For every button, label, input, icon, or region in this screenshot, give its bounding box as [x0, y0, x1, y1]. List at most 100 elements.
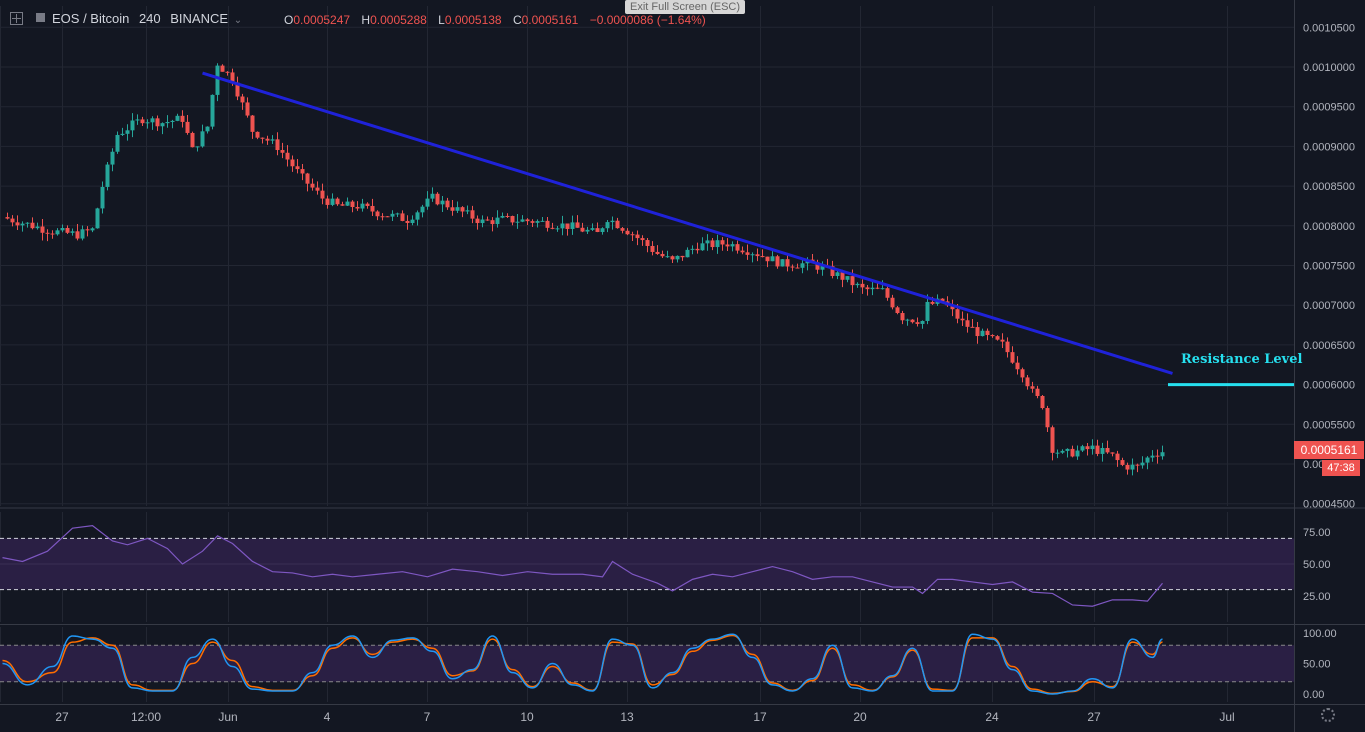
candle: [665, 256, 670, 258]
candle: [755, 254, 760, 257]
candle: [510, 216, 515, 223]
candle: [115, 134, 120, 152]
candle: [160, 123, 165, 127]
candle: [980, 330, 985, 337]
candle: [610, 220, 615, 223]
candle: [435, 193, 440, 205]
candle: [465, 210, 470, 212]
candle: [960, 318, 965, 321]
candle: [490, 220, 495, 225]
candle: [1075, 450, 1080, 457]
candle: [715, 240, 720, 248]
candle: [1100, 447, 1105, 454]
candle: [675, 255, 680, 260]
candle: [285, 152, 290, 160]
candle: [570, 222, 575, 229]
candle: [395, 213, 400, 215]
candle: [890, 297, 895, 308]
time-tick-label: 20: [853, 710, 867, 724]
trendline: [202, 71, 1173, 375]
candle: [1085, 446, 1090, 450]
candle: [105, 164, 110, 187]
price-tick-label: 0.0006000: [1303, 380, 1355, 392]
candle: [880, 288, 885, 290]
candle: [515, 221, 520, 223]
expand-icon[interactable]: [10, 12, 23, 25]
candle: [940, 298, 945, 302]
time-tick-label: 4: [324, 710, 331, 724]
candle: [360, 203, 365, 209]
time-tick-label: 24: [985, 710, 999, 724]
candle: [1090, 445, 1095, 450]
candle: [325, 198, 330, 205]
rsi-tick-label: 25.00: [1303, 591, 1331, 603]
candle: [750, 254, 755, 256]
time-tick-label: 12:00: [131, 710, 161, 724]
symbol-info[interactable]: EOS / Bitcoin 240 BINANCE ⌄: [52, 11, 242, 26]
candle: [355, 207, 360, 209]
candle: [900, 313, 905, 321]
candle: [290, 159, 295, 167]
candle: [845, 276, 850, 280]
rsi-line: [2, 524, 1163, 607]
candle: [140, 119, 145, 124]
candle: [385, 216, 390, 218]
candle: [110, 151, 115, 165]
candle: [705, 240, 710, 244]
candle: [380, 216, 385, 218]
candle: [670, 256, 675, 260]
candle: [1105, 447, 1110, 453]
candle: [125, 130, 130, 134]
candle: [345, 201, 350, 206]
candle: [565, 223, 570, 229]
candle: [760, 256, 765, 258]
candle: [10, 218, 15, 223]
candle: [440, 200, 445, 205]
candle: [235, 82, 240, 97]
candle: [170, 120, 175, 123]
candle: [855, 283, 860, 286]
candle: [1135, 464, 1140, 466]
candle: [100, 186, 105, 209]
rsi-tick-label: 75.00: [1303, 527, 1331, 539]
candle: [90, 228, 95, 231]
candle: [985, 330, 990, 336]
candle: [305, 173, 310, 184]
exit-fullscreen-button[interactable]: Exit Full Screen (ESC): [625, 0, 746, 14]
candle: [200, 131, 205, 147]
candle: [175, 115, 180, 121]
time-tick-label: 7: [424, 710, 431, 724]
candle: [45, 232, 50, 234]
series-toggle-icon[interactable]: [36, 13, 45, 22]
candle: [885, 288, 890, 298]
candle: [300, 169, 305, 174]
candle: [40, 226, 45, 233]
candle: [365, 203, 370, 206]
candle: [260, 137, 265, 139]
candle: [30, 222, 35, 229]
candle: [555, 228, 560, 230]
candle: [865, 287, 870, 290]
chevron-down-icon[interactable]: ⌄: [233, 15, 243, 26]
candle: [910, 319, 915, 323]
candle: [710, 240, 715, 248]
candle: [505, 215, 510, 217]
candle: [95, 208, 100, 229]
candle: [275, 139, 280, 151]
candle: [835, 272, 840, 277]
candle: [390, 213, 395, 217]
time-tick-label: Jun: [218, 710, 237, 724]
candle: [695, 248, 700, 251]
candle: [240, 96, 245, 103]
candle: [5, 217, 10, 219]
chart-header: EOS / Bitcoin 240 BINANCE ⌄ O0.0005247 H…: [0, 0, 1294, 36]
candle: [820, 265, 825, 270]
stoch-tick-label: 100.00: [1303, 628, 1337, 640]
candle: [535, 221, 540, 223]
time-tick-label: 13: [620, 710, 634, 724]
candle: [1145, 457, 1150, 463]
price-tick-label: 0.0010500: [1303, 22, 1355, 34]
gear-icon[interactable]: [1321, 708, 1335, 722]
candle: [210, 94, 215, 127]
